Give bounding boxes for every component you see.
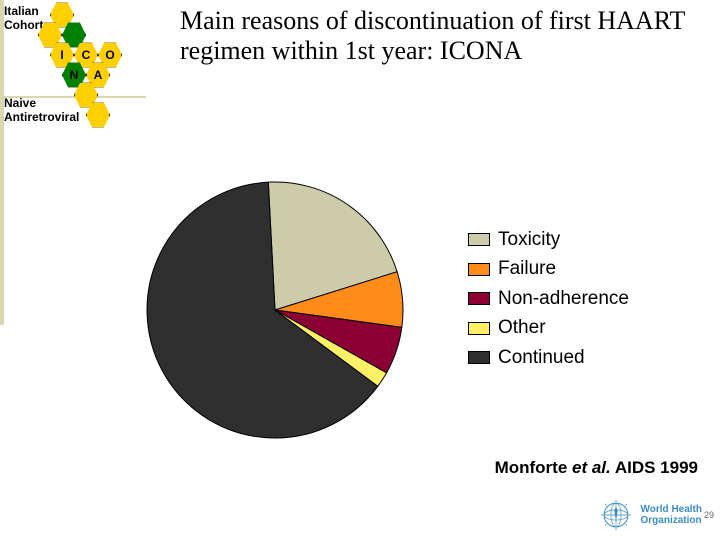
pie-chart [95, 180, 465, 450]
legend-label: Non-adherence [498, 284, 629, 313]
legend-swatch [468, 322, 490, 335]
who-line1: World Health [641, 504, 702, 515]
citation-suffix: AIDS 1999 [611, 458, 698, 477]
hex-cell [86, 102, 110, 128]
logo-bottom-line2: Antiretroviral [4, 110, 79, 124]
logo-top-line1: Italian [4, 4, 39, 18]
legend-label: Toxicity [498, 225, 560, 254]
legend-label: Other [498, 313, 546, 342]
page-number: 29 [704, 510, 714, 520]
legend-swatch [468, 351, 490, 364]
legend-item: Other [468, 313, 629, 342]
who-text: World Health Organization [641, 504, 702, 526]
who-line2: Organization [641, 515, 702, 526]
legend-label: Failure [498, 254, 556, 283]
who-logo: World Health Organization [599, 498, 702, 532]
citation: Monforte et al. AIDS 1999 [495, 458, 698, 478]
logo-bottom-line1: Naive [4, 96, 36, 110]
legend-item: Continued [468, 343, 629, 372]
chart-legend: ToxicityFailureNon-adherenceOtherContinu… [468, 225, 629, 372]
legend-item: Failure [468, 254, 629, 283]
legend-swatch [468, 292, 490, 305]
legend-swatch [468, 233, 490, 246]
legend-label: Continued [498, 343, 585, 372]
legend-swatch [468, 263, 490, 276]
citation-italic: et al. [572, 458, 611, 477]
logo-bottom-label: Naive Antiretroviral [4, 96, 79, 124]
icona-hex-logo: Italian Cohort I C O N A Naive Antiretro… [0, 0, 150, 130]
legend-item: Non-adherence [468, 284, 629, 313]
legend-item: Toxicity [468, 225, 629, 254]
who-globe-icon [599, 498, 633, 532]
citation-prefix: Monforte [495, 458, 572, 477]
slide-title: Main reasons of discontinuation of first… [180, 6, 700, 66]
